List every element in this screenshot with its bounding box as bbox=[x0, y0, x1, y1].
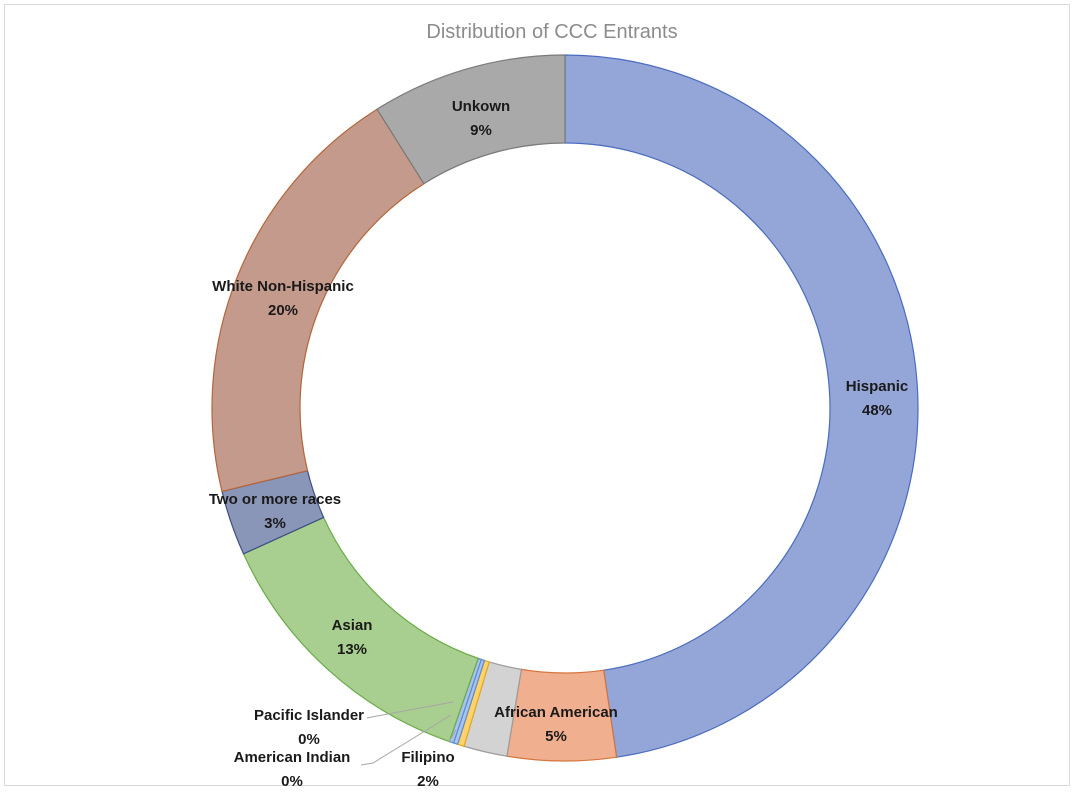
label-name-two-or-more-races: Two or more races bbox=[209, 491, 341, 508]
slice-white-non-hispanic bbox=[211, 108, 425, 493]
label-value-african-american: 5% bbox=[545, 728, 567, 745]
chart-title: Distribution of CCC Entrants bbox=[426, 21, 677, 43]
leader-american-indian bbox=[360, 714, 452, 766]
label-value-american-indian: 0% bbox=[281, 773, 303, 787]
slice-unkown bbox=[376, 54, 566, 185]
label-name-african-american: African American bbox=[494, 704, 618, 721]
data-labels: Hispanic 48% African American 5% Filipino 2% A… bbox=[209, 98, 908, 787]
label-value-asian: 13% bbox=[337, 641, 367, 658]
label-name-white-non-hispanic: White Non-Hispanic bbox=[212, 278, 354, 295]
label-value-unkown: 9% bbox=[470, 122, 492, 139]
leader-lines bbox=[360, 701, 457, 766]
label-value-pacific-islander: 0% bbox=[298, 731, 320, 748]
label-name-asian: Asian bbox=[332, 617, 373, 634]
label-name-unkown: Unkown bbox=[452, 98, 510, 115]
label-name-hispanic: Hispanic bbox=[846, 378, 909, 395]
label-name-american-indian: American Indian bbox=[234, 749, 351, 766]
leader-pacific-islander bbox=[366, 701, 454, 719]
slice-hispanic bbox=[564, 54, 919, 758]
label-value-white-non-hispanic: 20% bbox=[268, 302, 298, 319]
slices-group bbox=[211, 54, 919, 762]
label-name-filipino: Filipino bbox=[401, 749, 454, 766]
chart-frame: Distribution of CCC Entrants Hispanic 48%… bbox=[4, 4, 1070, 787]
label-value-hispanic: 48% bbox=[862, 402, 892, 419]
label-value-filipino: 2% bbox=[417, 773, 439, 787]
label-value-two-or-more-races: 3% bbox=[264, 515, 286, 532]
donut-chart: Distribution of CCC Entrants Hispanic 48%… bbox=[209, 21, 919, 787]
label-name-pacific-islander: Pacific Islander bbox=[254, 707, 364, 724]
leader-filipino bbox=[448, 729, 457, 743]
